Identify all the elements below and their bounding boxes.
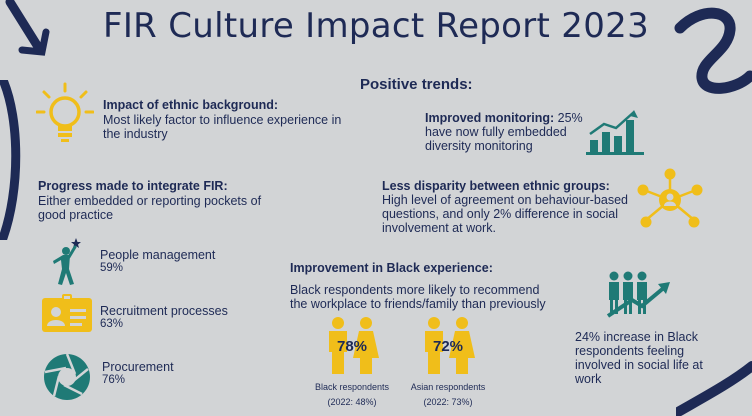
monitoring-heading: Improved monitoring:: [425, 111, 555, 125]
ethnic-text: Most likely factor to influence experien…: [103, 113, 342, 141]
progress-item-value: 76%: [102, 374, 126, 386]
ethnic-heading: Impact of ethnic background:: [103, 98, 279, 112]
bar-chart-icon: [586, 110, 644, 155]
black-respondents-sub: (2022: 48%): [327, 397, 377, 407]
progress-item-label: People management: [100, 248, 216, 262]
disparity-heading: Less disparity between ethnic groups:: [382, 179, 610, 193]
brush-swirl-decoration: [674, 7, 752, 94]
brush-stroke-left-decoration: [0, 80, 21, 240]
black-respondents-label: Black respondents: [314, 382, 390, 392]
black-heading: Improvement in Black experience:: [290, 261, 493, 275]
positive-trends-heading: Positive trends:: [360, 76, 473, 93]
brush-arrow-decoration: [5, 0, 50, 56]
black-respondents-pct: 78%: [336, 338, 368, 355]
disparity-text: High level of agreement on behaviour-bas…: [382, 193, 628, 235]
progress-heading: Progress made to integrate FIR:: [38, 179, 228, 193]
asian-respondents-label: Asian respondents: [410, 382, 486, 392]
monitoring-rest: have now fully embedded diversity monito…: [425, 125, 567, 153]
progress-item-value: 59%: [100, 262, 124, 274]
network-icon: [637, 168, 703, 228]
monitoring-text: Improved monitoring: 25% have now fully …: [425, 111, 585, 153]
progress-item-label: Procurement: [102, 360, 174, 374]
monitoring-value: 25%: [557, 111, 583, 125]
id-badge-icon: [42, 294, 92, 332]
page-title: FIR Culture Impact Report 2023: [102, 6, 650, 46]
progress-item-label: Recruitment processes: [100, 304, 228, 318]
people-pair-icon: [425, 317, 475, 374]
asian-respondents-sub: (2022: 73%): [423, 397, 473, 407]
progress-item-value: 63%: [100, 318, 124, 330]
asian-respondents-pct: 72%: [432, 338, 464, 355]
people-pair-icon: [329, 317, 379, 374]
brush-stroke-bottom-decoration: [676, 361, 752, 416]
person-star-icon: [53, 238, 81, 285]
aperture-icon: [44, 353, 90, 400]
black-text: Black respondents more likely to recomme…: [290, 283, 546, 311]
lightbulb-icon: [36, 82, 94, 142]
involved-text: 24% increase in Black respondents feelin…: [575, 330, 703, 386]
group-growth-icon: [606, 271, 670, 318]
progress-text: Either embedded or reporting pockets of …: [38, 194, 262, 222]
